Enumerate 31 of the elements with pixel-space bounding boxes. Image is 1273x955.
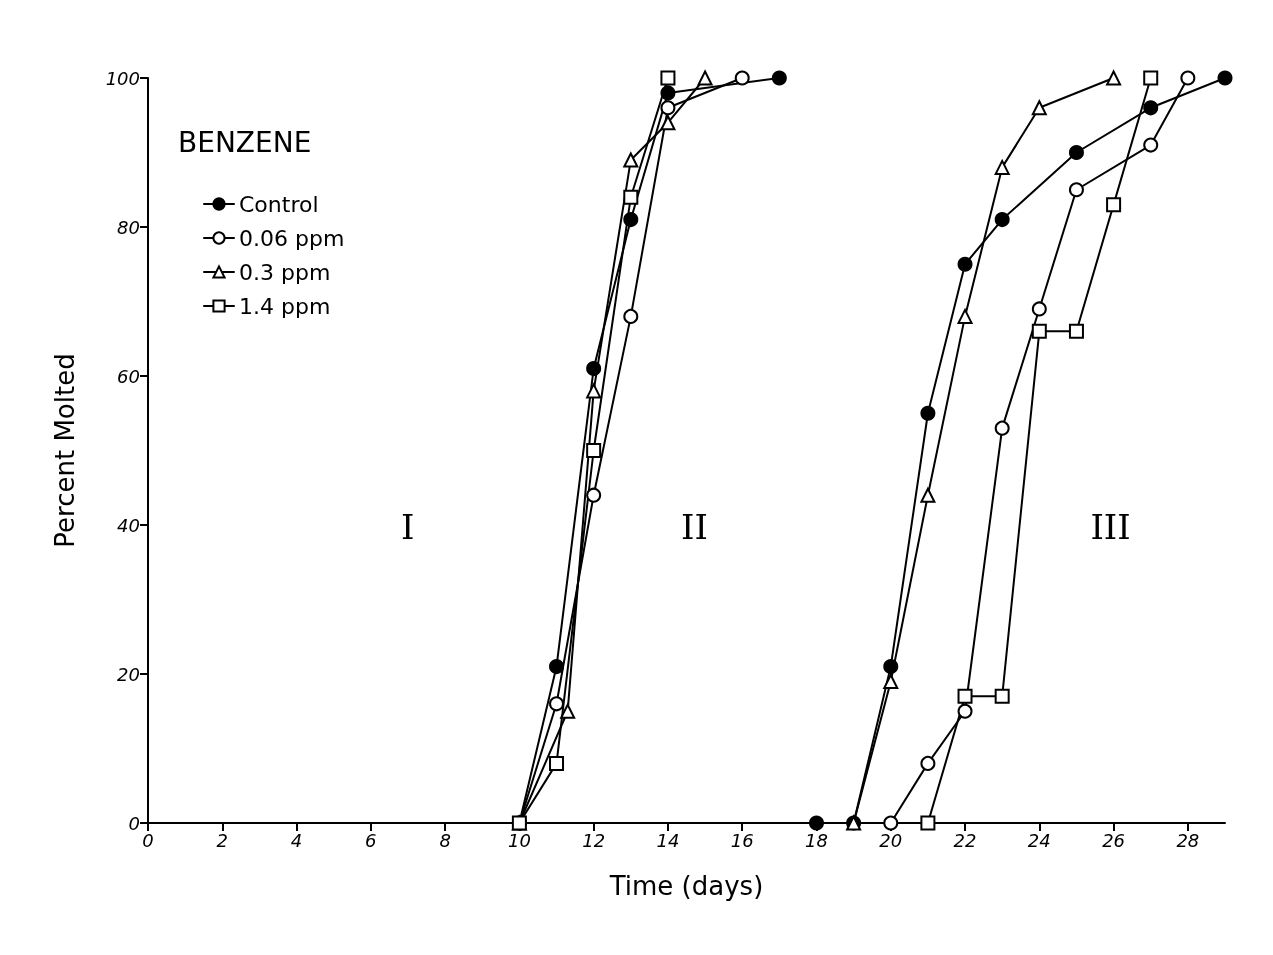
legend-label: 1.4 ppm — [239, 293, 331, 319]
y-tick-label: 0 — [128, 812, 140, 834]
annotation: III — [1090, 507, 1131, 548]
y-tick-label: 100 — [105, 67, 140, 89]
x-tick-label: 24 — [1027, 829, 1051, 851]
y-tick-label: 80 — [117, 216, 140, 238]
x-tick-label: 2 — [216, 829, 228, 851]
y-tick-label: 20 — [117, 663, 140, 685]
legend-label: 0.06 ppm — [239, 225, 345, 251]
x-axis-title: Time (days) — [608, 871, 764, 901]
x-tick-label: 0 — [142, 829, 154, 851]
legend-label: 0.3 ppm — [239, 259, 331, 285]
x-tick-label: 26 — [1102, 829, 1126, 851]
x-tick-label: 12 — [582, 829, 606, 851]
x-tick-label: 6 — [365, 829, 377, 851]
x-tick-label: 8 — [439, 829, 451, 851]
legend-title: BENZENE — [178, 125, 312, 159]
x-tick-label: 20 — [879, 829, 903, 851]
annotation: I — [401, 507, 415, 548]
x-tick-label: 16 — [730, 829, 754, 851]
y-tick-label: 60 — [117, 365, 140, 387]
x-tick-label: 18 — [805, 829, 828, 851]
y-tick-label: 40 — [117, 514, 140, 536]
x-tick-label: 22 — [953, 829, 977, 851]
y-axis-title: Percent Molted — [50, 353, 80, 548]
x-tick-label: 4 — [290, 829, 303, 851]
x-tick-label: 10 — [507, 829, 531, 851]
annotation: II — [681, 507, 708, 548]
x-tick-label: 28 — [1176, 829, 1200, 851]
x-tick-label: 14 — [656, 829, 680, 851]
legend-label: Control — [239, 191, 319, 217]
